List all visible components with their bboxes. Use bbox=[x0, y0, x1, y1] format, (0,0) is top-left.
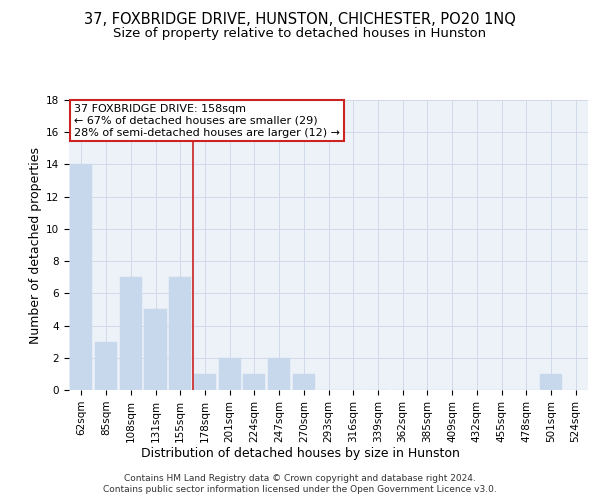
Y-axis label: Number of detached properties: Number of detached properties bbox=[29, 146, 42, 344]
Bar bbox=[169, 277, 191, 390]
Bar bbox=[70, 164, 92, 390]
Text: Distribution of detached houses by size in Hunston: Distribution of detached houses by size … bbox=[140, 448, 460, 460]
Bar bbox=[268, 358, 290, 390]
Bar bbox=[119, 277, 142, 390]
Bar bbox=[540, 374, 562, 390]
Text: 37 FOXBRIDGE DRIVE: 158sqm
← 67% of detached houses are smaller (29)
28% of semi: 37 FOXBRIDGE DRIVE: 158sqm ← 67% of deta… bbox=[74, 104, 340, 138]
Bar bbox=[293, 374, 315, 390]
Bar bbox=[145, 310, 167, 390]
Bar bbox=[243, 374, 265, 390]
Text: Size of property relative to detached houses in Hunston: Size of property relative to detached ho… bbox=[113, 28, 487, 40]
Text: 37, FOXBRIDGE DRIVE, HUNSTON, CHICHESTER, PO20 1NQ: 37, FOXBRIDGE DRIVE, HUNSTON, CHICHESTER… bbox=[84, 12, 516, 28]
Bar bbox=[95, 342, 117, 390]
Text: Contains public sector information licensed under the Open Government Licence v3: Contains public sector information licen… bbox=[103, 485, 497, 494]
Bar bbox=[218, 358, 241, 390]
Text: Contains HM Land Registry data © Crown copyright and database right 2024.: Contains HM Land Registry data © Crown c… bbox=[124, 474, 476, 483]
Bar bbox=[194, 374, 216, 390]
